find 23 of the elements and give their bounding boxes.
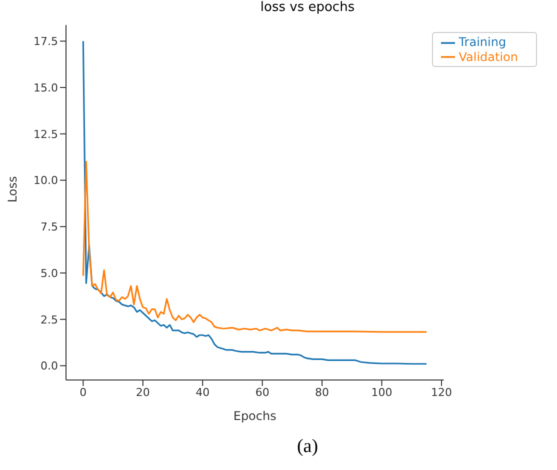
x-tick-label: 120 <box>430 386 452 399</box>
x-tick-label: 60 <box>255 386 270 399</box>
x-tick-label: 80 <box>315 386 330 399</box>
y-tick-label: 10.0 <box>34 174 58 188</box>
x-tick-label: 0 <box>80 386 87 399</box>
x-axis-title: Epochs <box>233 409 276 423</box>
text: (a) <box>296 436 320 458</box>
y-tick-label: 5.0 <box>40 266 58 280</box>
legend-label: Validation <box>458 50 518 64</box>
y-tick-label: 2.5 <box>40 313 58 326</box>
legend-label: Training <box>458 35 506 49</box>
x-tick-label: 100 <box>371 386 392 399</box>
y-tick-label: 7.5 <box>40 220 58 234</box>
y-axis-title: Loss <box>5 176 20 202</box>
chart-title: loss vs epochs <box>259 0 356 15</box>
x-tick-label: 20 <box>136 386 150 399</box>
y-tick-label: 12.5 <box>34 128 58 141</box>
line-series <box>82 40 428 365</box>
line-series <box>82 160 428 333</box>
y-tick-label: 17.5 <box>34 35 58 48</box>
x-tick-label: 40 <box>196 386 210 399</box>
y-tick-label: 15.0 <box>34 81 58 94</box>
y-tick-label: 0.0 <box>40 360 58 373</box>
